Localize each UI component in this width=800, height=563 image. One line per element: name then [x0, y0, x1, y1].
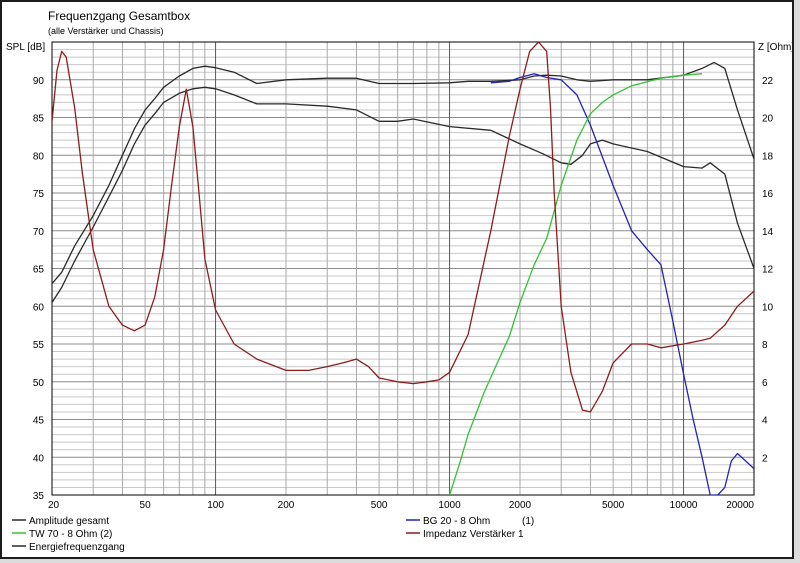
chart-title: Frequenzgang Gesamtbox	[48, 9, 190, 23]
y2-tick-label: 16	[762, 189, 774, 200]
y2-tick-label: 6	[762, 378, 768, 389]
x-tick-label: 2000	[509, 500, 532, 511]
y-axis-label: SPL [dB]	[6, 42, 45, 53]
legend-suffix: (1)	[522, 516, 534, 527]
y2-tick-label: 4	[762, 416, 768, 427]
legend: Amplitude gesamt TW 70 - 8 Ohm (2) Energie…	[12, 516, 534, 553]
y-tick-label: 35	[33, 491, 45, 502]
y2-tick-label: 2	[762, 453, 768, 464]
series-line-impedanz-verst-rker-1	[52, 42, 754, 413]
legend-label: Impedanz Verstärker 1	[423, 529, 524, 540]
y2-tick-label: 8	[762, 340, 768, 351]
y-tick-label: 80	[33, 151, 45, 162]
x-tick-label: 100	[207, 500, 224, 511]
x-tick-label: 200	[278, 500, 295, 511]
y-tick-label: 55	[33, 340, 45, 351]
series-lines	[52, 42, 754, 495]
y2-tick-label: 22	[762, 76, 774, 87]
grid	[52, 42, 754, 495]
x-tick-label: 10000	[670, 500, 698, 511]
series-line-bg-20-8-ohm	[490, 73, 754, 495]
y-tick-label: 70	[33, 227, 45, 238]
y2-tick-label: 12	[762, 265, 774, 276]
legend-label: Energiefrequenzgang	[29, 542, 125, 553]
y2-tick-label: 18	[762, 151, 774, 162]
x-tick-label: 500	[371, 500, 388, 511]
y-tick-label: 50	[33, 378, 45, 389]
series-line-amplitude-gesamt	[52, 61, 754, 285]
legend-label: TW 70 - 8 Ohm (2)	[29, 529, 112, 540]
x-tick-label: 20000	[726, 500, 754, 511]
y2-tick-label: 20	[762, 114, 774, 125]
y-tick-label: 60	[33, 302, 45, 313]
frequency-response-chart: Frequenzgang Gesamtbox (alle Verstärker …	[6, 9, 792, 553]
x-tick-label: 20	[48, 500, 60, 511]
series-line-tw-70-8-ohm-2	[448, 73, 703, 495]
x-tick-label: 50	[140, 500, 152, 511]
x-tick-label: 1000	[438, 500, 461, 511]
y-tick-label: 40	[33, 453, 45, 464]
y-tick-label: 90	[33, 76, 45, 87]
y2-tick-label: 14	[762, 227, 774, 238]
legend-label: Amplitude gesamt	[29, 516, 109, 527]
y2-tick-label: 10	[762, 302, 774, 313]
y-tick-label: 75	[33, 189, 45, 200]
y-tick-label: 65	[33, 265, 45, 276]
series-line-energiefrequenzgang	[52, 86, 754, 303]
y-tick-label: 85	[33, 114, 45, 125]
y2-axis-label: Z [Ohm]	[758, 42, 792, 53]
x-tick-label: 5000	[602, 500, 625, 511]
legend-label: BG 20 - 8 Ohm	[423, 516, 490, 527]
tick-labels: 20 50 100 200 500 1000 2000 5000 10000 20000 35 40 4…	[33, 76, 774, 511]
chart-subtitle: (alle Verstärker und Chassis)	[48, 26, 164, 36]
y-tick-label: 45	[33, 416, 45, 427]
